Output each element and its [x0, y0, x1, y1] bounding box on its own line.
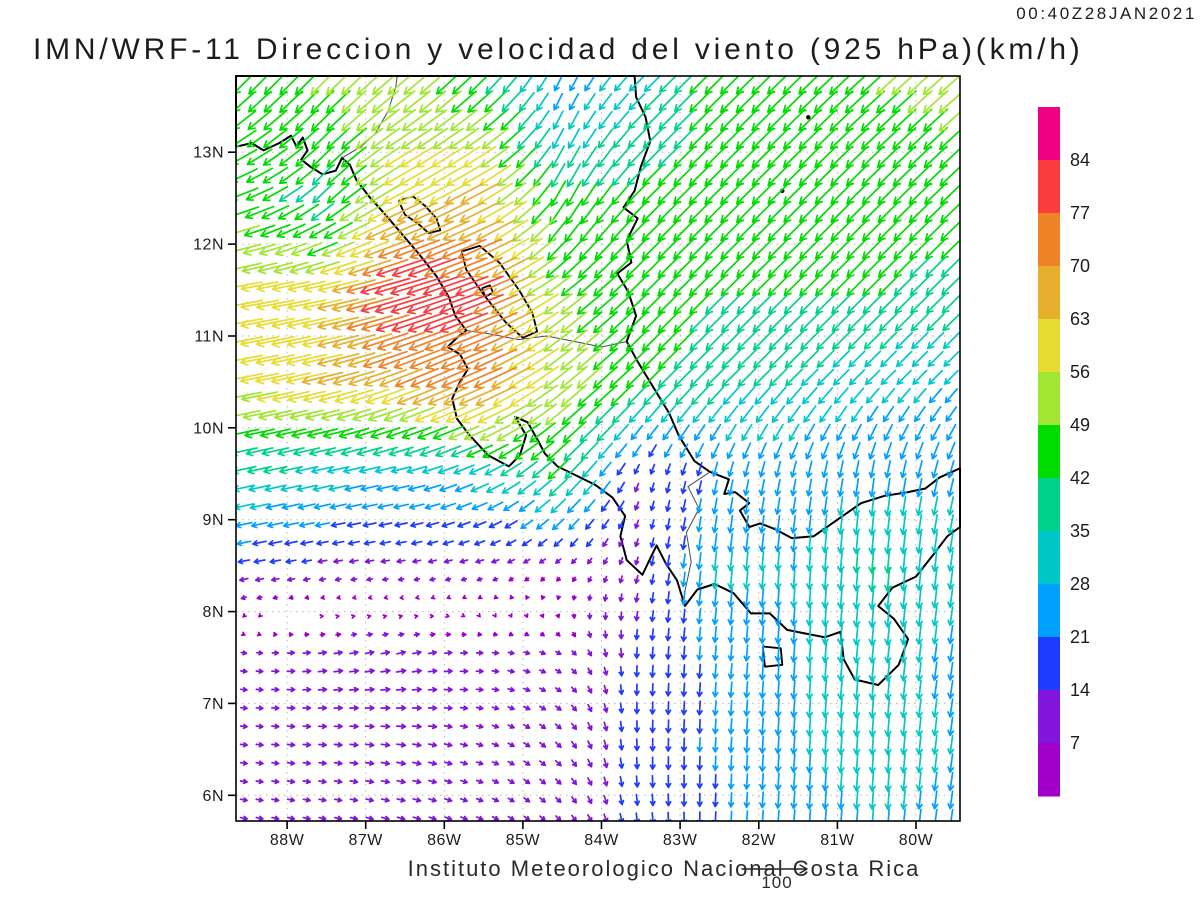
lon-axis-label: 86W [427, 832, 462, 849]
lon-axis-label: 88W [270, 832, 305, 849]
colorbar-label: 7 [1070, 733, 1080, 753]
colorbar-segment [1038, 690, 1060, 744]
colorbar-label: 70 [1070, 256, 1090, 276]
small-island [806, 115, 811, 120]
colorbar-label: 35 [1070, 521, 1090, 541]
border-costarica-panama [684, 471, 711, 592]
lon-axis-label: 87W [348, 832, 383, 849]
colorbar-segment [1038, 743, 1060, 797]
lat-axis-label: 11N [194, 329, 224, 346]
lon-axis-label: 85W [506, 832, 541, 849]
colorbar-segment [1038, 160, 1060, 214]
colorbar-label: 28 [1070, 574, 1090, 594]
colorbar-label: 42 [1070, 468, 1090, 488]
colorbar-label: 77 [1070, 203, 1090, 223]
coiba-island [761, 645, 784, 668]
colorbar-segment [1038, 584, 1060, 638]
colorbar-segment [1038, 372, 1060, 426]
colorbar-segment [1038, 478, 1060, 532]
lat-axis-label: 9N [203, 512, 224, 529]
wind-arrows-layer [236, 76, 960, 821]
lon-axis-label: 84W [584, 832, 619, 849]
lon-axis-label: 82W [742, 832, 777, 849]
lon-axis-label: 81W [820, 832, 855, 849]
colorbar-segment [1038, 637, 1060, 691]
colorbar-label: 14 [1070, 680, 1090, 700]
lat-axis-label: 10N [193, 420, 224, 437]
colorbar-label: 21 [1070, 627, 1090, 647]
colorbar-segment [1038, 319, 1060, 373]
lat-axis-label: 12N [193, 237, 224, 254]
reference-vector-label: 100 [761, 873, 793, 892]
colorbar-segment [1038, 531, 1060, 585]
colorbar-segment [1038, 213, 1060, 267]
colorbar-label: 49 [1070, 415, 1090, 435]
colorbar: 84 77 70 63 56 49 42 35 28 21 14 7 [1038, 107, 1090, 797]
colorbar-label: 63 [1070, 309, 1090, 329]
valid-timestamp: 00:40Z28JAN2021 [1016, 4, 1197, 23]
colorbar-segment [1038, 425, 1060, 479]
colorbar-label: 56 [1070, 362, 1090, 382]
lat-axis-label: 6N [203, 788, 224, 805]
footer-credit: Instituto Meteorologico Nacional Costa R… [407, 856, 921, 881]
colorbar-segment [1038, 107, 1060, 161]
lat-axis-label: 7N [203, 696, 224, 713]
page-title: IMN/WRF-11 Direccion y velocidad del vie… [33, 33, 1084, 66]
lon-axis-label: 83W [663, 832, 698, 849]
plot-frame [235, 75, 961, 822]
lat-axis-label: 8N [203, 604, 224, 621]
colorbar-segment [1038, 266, 1060, 320]
lat-axis-label: 13N [193, 145, 224, 162]
axes-layer: 13N 12N 11N 10N 9N 8N 7N 6N 88W 87W 86W 85W 84W 83W 82… [193, 145, 933, 849]
reference-vector-arrow [741, 864, 808, 874]
colorbar-label: 84 [1070, 150, 1090, 170]
lon-axis-label: 80W [899, 832, 934, 849]
border-nicaragua-costarica [466, 330, 627, 348]
